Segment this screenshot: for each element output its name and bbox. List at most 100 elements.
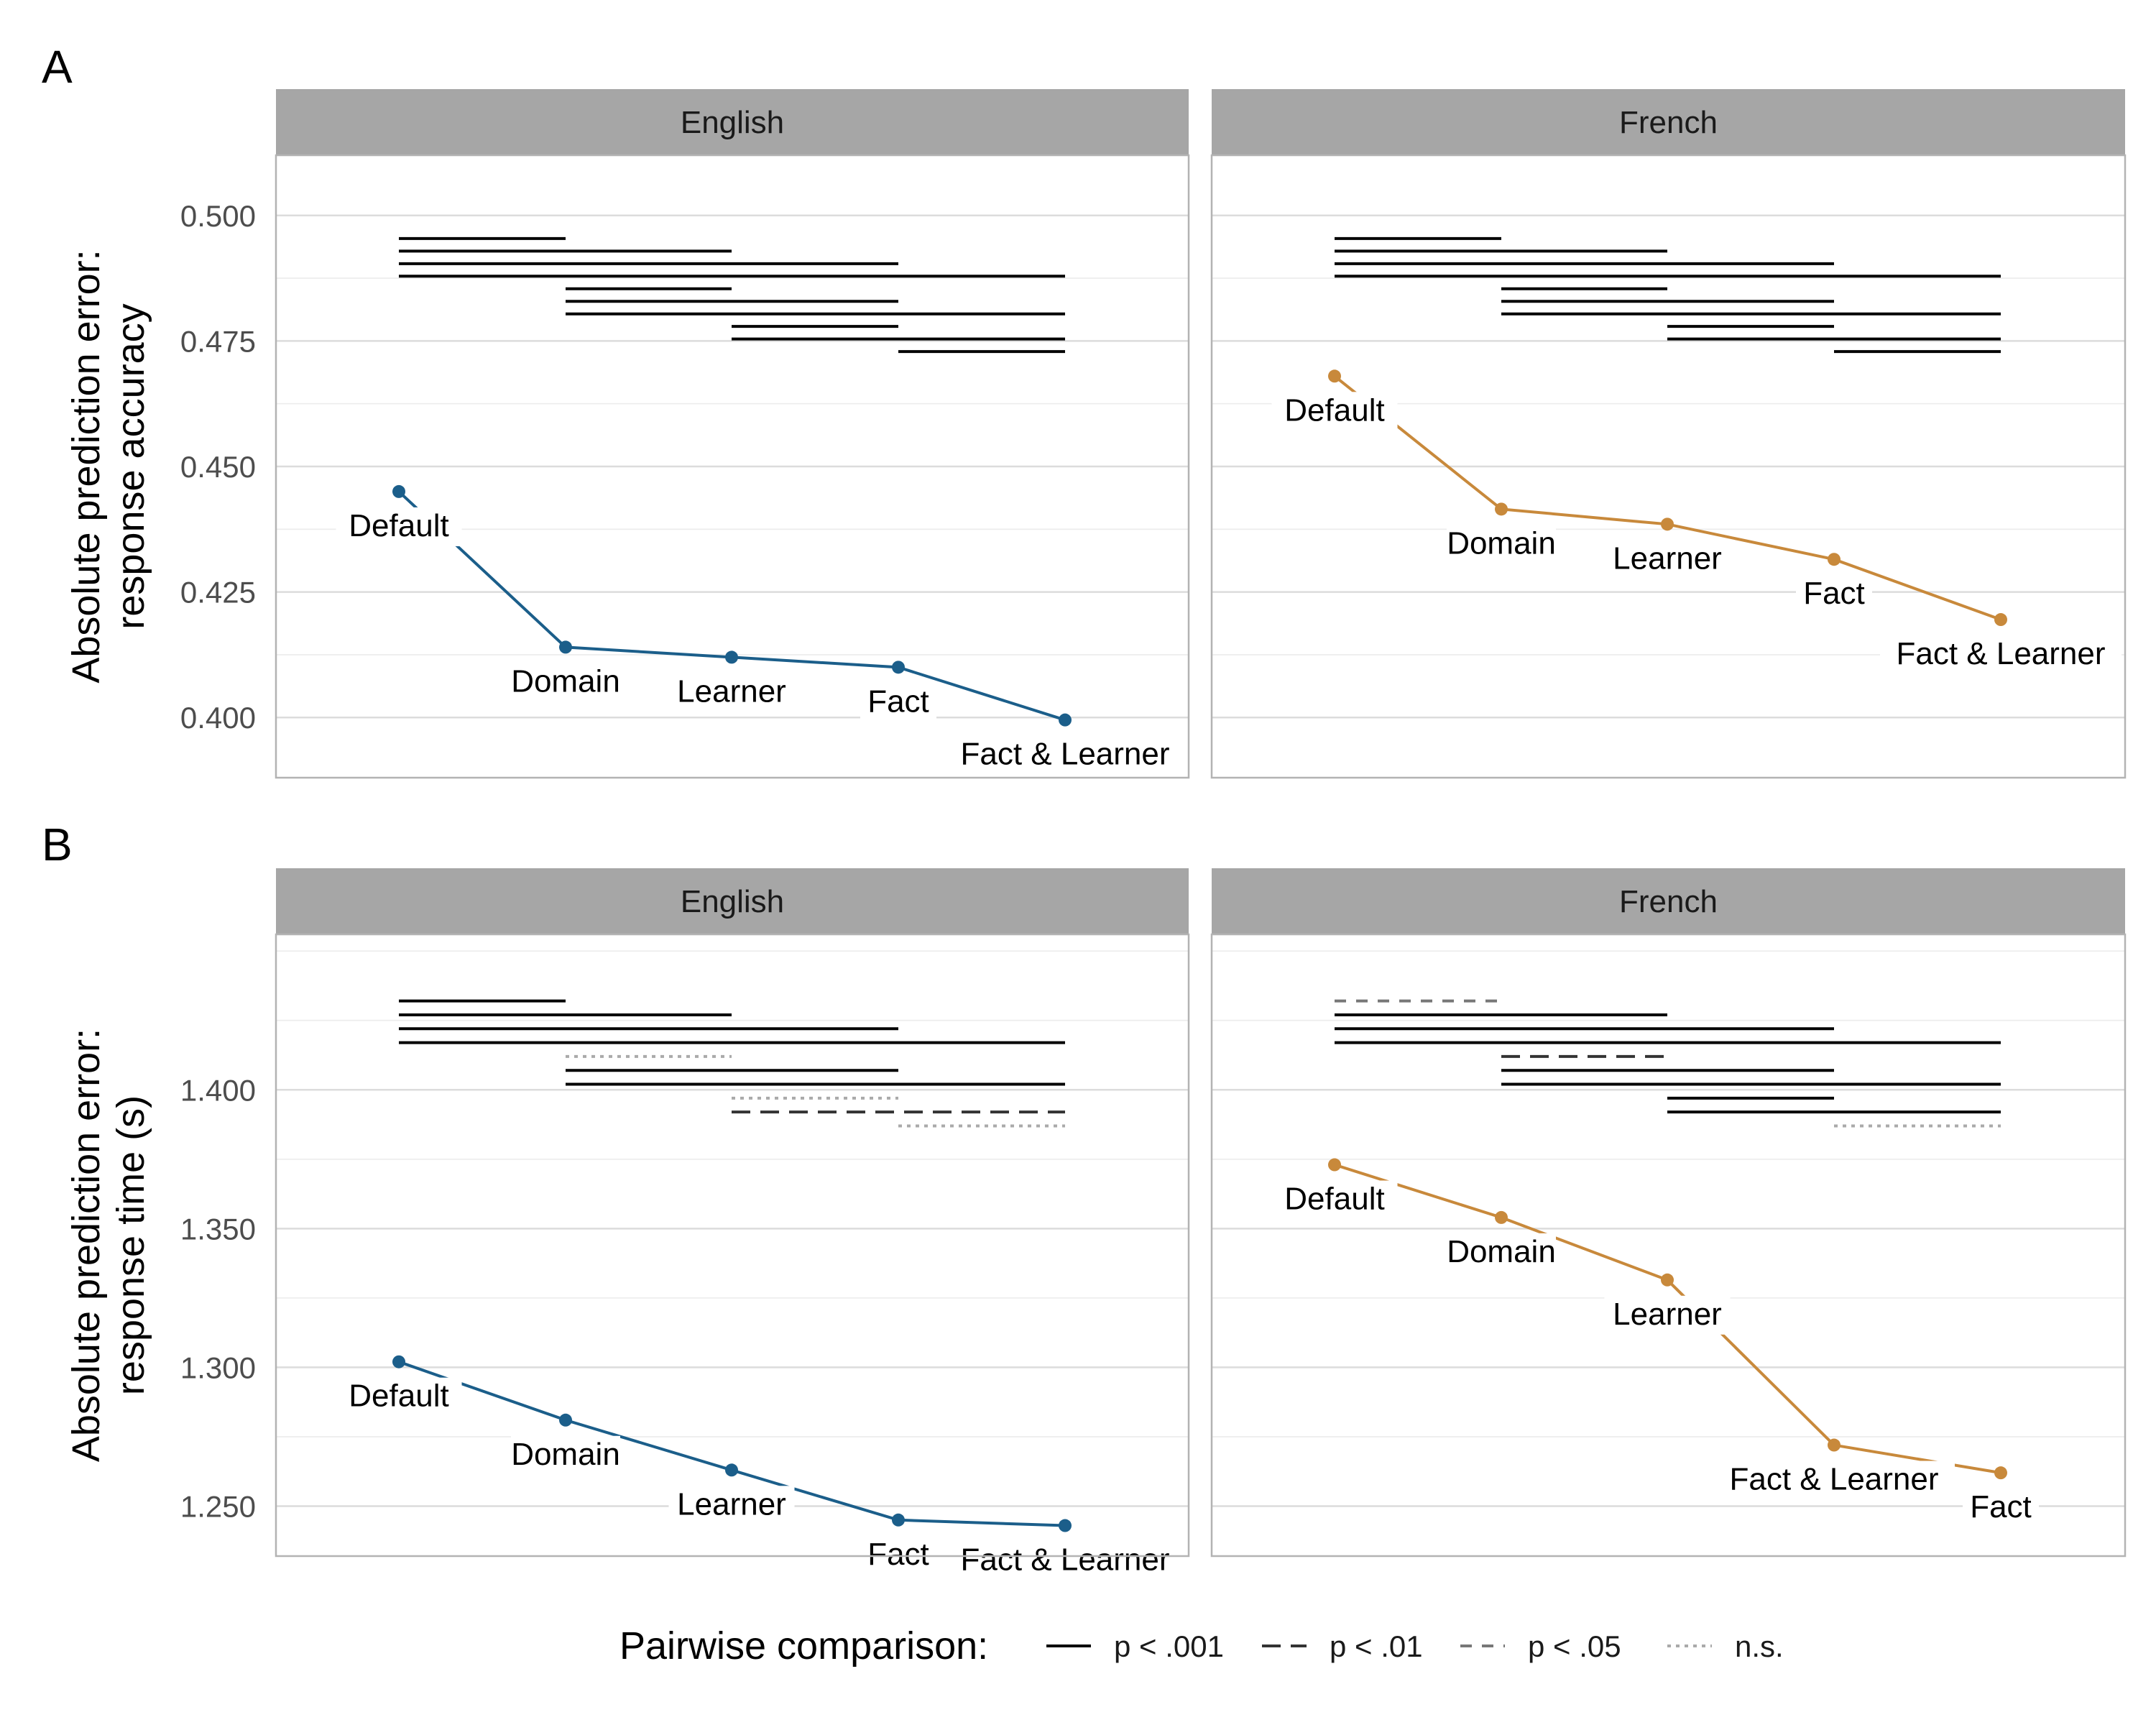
y-tick-label: 1.250	[180, 1489, 256, 1523]
point-label-bg	[860, 683, 936, 722]
facet-b-french: French Default Domain Learner Fact & Learner…	[1210, 868, 2127, 1558]
legend-title: Pairwise comparison:	[619, 1624, 988, 1668]
data-point	[392, 1355, 405, 1368]
point-label-bg	[1447, 525, 1556, 564]
facet-b-english: English Default Domain Learner Fact Fact & Le…	[275, 868, 1190, 1581]
data-point	[892, 1513, 905, 1527]
point-label: Domain	[511, 1437, 620, 1472]
point-label: Fact & Learner	[1729, 1462, 1938, 1497]
y-tick-label: 0.400	[180, 701, 256, 735]
point-label-bg	[1713, 1460, 1955, 1500]
point-label: Domain	[1447, 525, 1556, 561]
point-label: Domain	[1447, 1234, 1556, 1269]
point-label-bg	[668, 673, 795, 712]
legend-item-label: p < .05	[1528, 1629, 1621, 1663]
data-point	[892, 661, 905, 674]
plot-area	[276, 934, 1189, 1556]
y-tick-label: 1.400	[180, 1073, 256, 1107]
plot-area	[1212, 934, 2125, 1556]
data-point	[559, 1413, 572, 1427]
facet-strip-label: English	[681, 105, 784, 140]
point-label: Default	[1284, 392, 1384, 428]
facet-strip	[1212, 89, 2125, 155]
data-point	[1328, 369, 1341, 383]
point-label: Fact	[1970, 1489, 2032, 1524]
panel-letter-b: B	[42, 819, 73, 870]
facet-a-english: English Default Domain Learner Fact Fact & Le…	[275, 89, 1190, 779]
facet-strip	[276, 868, 1189, 934]
point-label-bg	[1796, 575, 1872, 615]
y-axis-label-line-2: response time (s)	[109, 1095, 152, 1395]
point-label: Fact	[1803, 576, 1865, 611]
point-label: Fact & Learner	[960, 737, 1169, 772]
point-label: Default	[1284, 1182, 1384, 1217]
facet-a-french: French Default Domain Learner Fact Fact & Lea…	[1210, 89, 2127, 779]
data-point	[559, 640, 572, 654]
y-tick-label: 1.300	[180, 1351, 256, 1384]
facet-strip-label: French	[1619, 884, 1718, 919]
y-tick-label: 1.350	[180, 1212, 256, 1246]
y-tick-label: 0.450	[180, 450, 256, 484]
point-label: Fact	[867, 684, 929, 719]
plot-border	[1210, 933, 2127, 1558]
legend-item-label: n.s.	[1735, 1629, 1784, 1663]
plot-border	[275, 933, 1190, 1558]
data-point	[1495, 1210, 1508, 1224]
y-tick-label: 0.500	[180, 199, 256, 233]
point-label-bg	[1447, 1233, 1556, 1272]
point-label: Default	[349, 1379, 448, 1414]
point-label: Domain	[511, 663, 620, 699]
y-tick-label: 0.475	[180, 324, 256, 358]
data-point	[1661, 1273, 1674, 1287]
y-axis-label-line-1: Absolute prediction error:	[65, 1029, 108, 1462]
legend: Pairwise comparison: p < .001 p < .01 p < .…	[619, 1624, 1784, 1668]
data-point	[1994, 613, 2007, 627]
data-point	[725, 650, 738, 664]
y-axis-label-line-1: Absolute prediction error:	[65, 249, 108, 683]
point-label: Fact & Learner	[1896, 636, 2105, 671]
point-label-bg	[668, 1486, 795, 1525]
data-point	[725, 1463, 738, 1477]
point-label-bg	[1963, 1489, 2039, 1528]
point-label-bg	[1604, 1295, 1731, 1335]
y-axis-label-line-2: response accuracy	[109, 303, 152, 629]
y-axis-label-a: Absolute prediction error: response accur…	[65, 249, 152, 683]
plot-border	[275, 154, 1190, 779]
point-label: Learner	[677, 1486, 786, 1522]
point-label-bg	[336, 1377, 462, 1417]
data-point	[1059, 1519, 1072, 1532]
point-label-bg	[336, 507, 462, 546]
point-label-bg	[1880, 635, 2122, 675]
y-tick-label: 0.425	[180, 576, 256, 610]
point-label-bg	[1271, 392, 1398, 431]
facet-strip-label: English	[681, 884, 784, 919]
panel-letter-a: A	[42, 41, 73, 93]
facet-strip	[1212, 868, 2125, 934]
data-point	[392, 484, 405, 498]
y-axis-label-b: Absolute prediction error: response time …	[65, 1029, 152, 1462]
data-point	[1328, 1158, 1341, 1172]
point-label-bg	[944, 735, 1186, 775]
legend-item-label: p < .01	[1330, 1629, 1423, 1663]
point-label-bg	[944, 1541, 1186, 1581]
point-label: Learner	[1613, 540, 1722, 576]
data-point	[1828, 1438, 1841, 1452]
plot-border	[1210, 154, 2127, 779]
data-point	[1059, 713, 1072, 727]
data-point	[1994, 1466, 2007, 1480]
data-point	[1828, 553, 1841, 566]
point-label-bg	[511, 1435, 620, 1475]
facet-strip	[276, 89, 1189, 155]
legend-item-label: p < .001	[1114, 1629, 1224, 1663]
point-label: Learner	[677, 673, 786, 709]
point-label: Fact	[867, 1537, 929, 1572]
data-point	[1495, 502, 1508, 516]
point-label: Default	[349, 508, 448, 543]
point-label-bg	[1604, 540, 1731, 579]
point-label-bg	[511, 663, 620, 702]
data-point	[1661, 518, 1674, 531]
facet-strip-label: French	[1619, 105, 1718, 140]
point-label: Learner	[1613, 1297, 1722, 1332]
point-label-bg	[1271, 1180, 1398, 1220]
